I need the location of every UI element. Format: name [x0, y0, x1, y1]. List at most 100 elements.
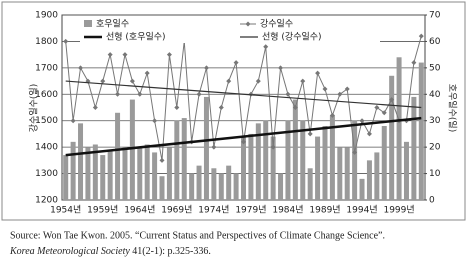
bar	[189, 173, 195, 200]
bar	[129, 99, 135, 200]
bar	[70, 141, 76, 200]
marker	[115, 91, 121, 97]
bar	[92, 144, 98, 200]
marker	[411, 60, 417, 66]
caption: Source: Won Tae Kwon. 2005. “Current Sta…	[10, 230, 385, 241]
bar	[411, 96, 417, 200]
bar	[233, 173, 239, 200]
y-tick-label: 1700	[35, 63, 58, 73]
marker	[315, 70, 321, 76]
bar	[292, 99, 298, 200]
y2-tick-label: 70	[429, 11, 441, 21]
y2-tick-label: 40	[429, 90, 441, 100]
bar	[366, 160, 372, 200]
marker	[122, 52, 128, 58]
marker	[300, 78, 306, 84]
x-tick-label: 1959년	[87, 205, 118, 216]
legend-label: 선형 (강수일수)	[262, 32, 322, 43]
marker	[374, 105, 380, 110]
marker	[203, 65, 209, 71]
y2-tick-label: 10	[429, 169, 441, 179]
marker	[100, 78, 106, 84]
marker	[233, 60, 239, 66]
bar	[315, 136, 321, 200]
y2-tick-label: 60	[429, 37, 441, 47]
bar	[359, 178, 365, 200]
bar	[389, 75, 395, 200]
bar	[152, 152, 158, 200]
bar	[218, 173, 224, 200]
marker	[322, 86, 328, 92]
bar	[78, 123, 84, 200]
bar	[241, 136, 246, 200]
bar	[174, 120, 180, 200]
bar	[403, 141, 409, 200]
bar	[255, 123, 261, 200]
bar	[381, 126, 387, 200]
bar	[115, 112, 121, 200]
bar	[418, 62, 424, 201]
y2-axis-title: 호우일수(일)	[447, 84, 458, 132]
bar	[211, 168, 217, 200]
bar	[203, 96, 209, 200]
x-tick-label: 1999년	[383, 205, 414, 216]
legend-swatch	[245, 21, 251, 27]
bar	[107, 149, 113, 200]
bar	[270, 136, 276, 200]
marker	[78, 65, 84, 71]
x-tick-label: 1954년	[50, 205, 81, 216]
y-tick-label: 1300	[35, 169, 58, 179]
legend-label: 선형 (호우일수)	[106, 32, 166, 43]
bar	[248, 133, 254, 200]
x-tick-label: 1974년	[198, 205, 229, 216]
bar	[159, 176, 165, 200]
marker	[366, 131, 372, 137]
marker	[129, 78, 135, 84]
bar	[226, 165, 232, 200]
bar	[285, 120, 291, 200]
x-tick-label: 1969년	[161, 205, 192, 216]
legend-box	[80, 17, 380, 43]
marker	[211, 144, 217, 150]
y-axis-title: 강수일수(일)	[29, 84, 40, 132]
marker	[359, 118, 365, 124]
bar	[374, 152, 380, 200]
marker	[292, 105, 298, 110]
y2-tick-label: 20	[429, 143, 441, 153]
marker	[92, 105, 98, 110]
marker	[196, 91, 202, 97]
legend-swatch	[84, 20, 92, 27]
bar	[166, 147, 172, 200]
marker	[307, 131, 313, 137]
y-tick-label: 1200	[35, 196, 58, 206]
bar	[196, 165, 202, 200]
marker	[241, 139, 246, 145]
marker	[278, 65, 284, 71]
bar	[329, 115, 335, 200]
bar	[337, 147, 343, 200]
marker	[159, 157, 165, 163]
marker	[174, 105, 180, 110]
marker	[329, 112, 335, 118]
marker	[285, 91, 291, 97]
bar	[322, 126, 328, 200]
trendline	[65, 80, 422, 109]
caption-rest: 41(2-1): p.325-336.	[130, 246, 211, 257]
legend-label: 호우일수	[96, 19, 129, 30]
bar	[137, 147, 143, 200]
y-tick-label: 1900	[35, 11, 58, 21]
marker	[337, 91, 343, 97]
marker	[270, 144, 276, 150]
marker	[166, 52, 172, 58]
x-tick-label: 1989년	[309, 205, 340, 216]
trendline	[65, 116, 422, 157]
y2-tick-label: 50	[429, 63, 441, 73]
bar	[263, 120, 269, 200]
marker	[255, 78, 261, 84]
marker	[152, 118, 158, 124]
y-tick-label: 1400	[35, 143, 58, 153]
caption: Korea Meteorological Society 41(2-1): p.…	[9, 246, 211, 257]
y-tick-label: 1600	[35, 90, 58, 100]
x-tick-label: 1979년	[235, 205, 266, 216]
y2-tick-label: 0	[429, 196, 435, 206]
